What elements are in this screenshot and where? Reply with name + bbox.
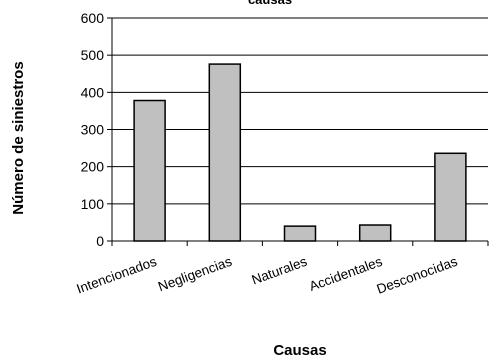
y-tick-label: 200 bbox=[81, 159, 105, 175]
x-axis-title: Causas bbox=[273, 342, 326, 359]
y-tick-label: 300 bbox=[81, 122, 105, 138]
bar-desconocidas bbox=[434, 152, 467, 242]
y-axis-title: Número de siniestros bbox=[10, 61, 27, 214]
y-tick-labels: 0 100 200 300 400 500 600 bbox=[81, 10, 112, 249]
x-tick-label-negligencias: Negligencias bbox=[156, 254, 234, 295]
x-tick-label-naturales: Naturales bbox=[250, 254, 310, 288]
bar-negligencias bbox=[208, 63, 242, 242]
chart-title: causas bbox=[248, 0, 292, 7]
x-tick-label-desconocidas: Desconocidas bbox=[375, 254, 460, 297]
y-tick-label: 100 bbox=[81, 196, 105, 212]
bar-accidentales bbox=[358, 224, 392, 242]
x-tick-label-accidentales: Accidentales bbox=[307, 254, 384, 294]
x-tick-label-intencionados: Intencionados bbox=[74, 254, 158, 297]
bars bbox=[133, 63, 467, 242]
y-tick-label: 400 bbox=[81, 84, 105, 100]
bar-naturales bbox=[283, 225, 317, 242]
y-tick-label: 600 bbox=[81, 10, 105, 26]
y-tick-label: 500 bbox=[81, 47, 105, 63]
bar-intencionados bbox=[133, 99, 166, 242]
gridlines bbox=[112, 17, 488, 205]
y-tick-label: 0 bbox=[96, 233, 104, 249]
